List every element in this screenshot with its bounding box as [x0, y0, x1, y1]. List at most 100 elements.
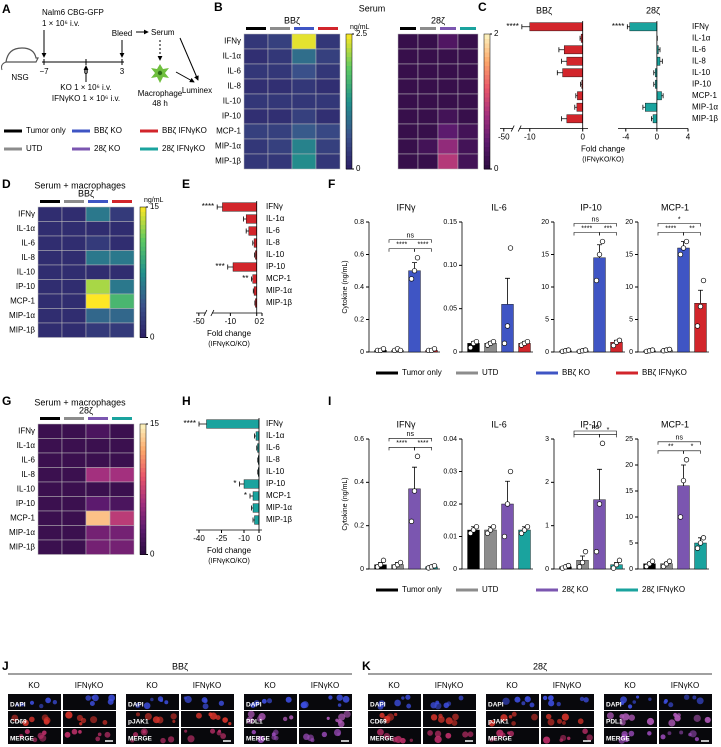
- column-label: KO: [264, 681, 276, 690]
- cell-signal: [85, 695, 91, 701]
- cell-signal: [203, 698, 208, 704]
- cell-signal: [170, 713, 177, 720]
- macrophage-nucleus: [157, 70, 163, 76]
- colorbar-step: [140, 320, 146, 325]
- cell-signal: [258, 713, 266, 721]
- row-label: MCP-1: [10, 513, 35, 522]
- data-point: [697, 303, 704, 310]
- colorbar-step: [140, 207, 146, 212]
- y-axis-label: Cytokine (ng/mL): [342, 477, 349, 530]
- significance-label: *: [233, 479, 236, 488]
- x-axis: [500, 125, 588, 132]
- bar: [206, 419, 260, 429]
- cell-signal: [130, 738, 135, 743]
- category-label: MIP-1β: [692, 114, 718, 123]
- row-label: IL-8: [227, 82, 241, 91]
- cell-signal: [338, 713, 346, 721]
- cell-signal: [548, 700, 555, 707]
- group-bar: [40, 200, 60, 203]
- category-label: IL-10: [266, 467, 285, 476]
- colorbar-step: [484, 151, 490, 156]
- error-bar: [256, 445, 258, 451]
- stain-label: MERGE: [606, 736, 631, 743]
- heat-cell: [37, 235, 63, 251]
- data-point: [582, 549, 589, 555]
- cell-signal: [437, 716, 445, 723]
- x-tick-label: -4: [622, 133, 630, 142]
- data-point: [487, 527, 494, 533]
- colorbar-step: [140, 311, 146, 317]
- colorbar-step: [140, 215, 146, 221]
- cell-signal: [337, 719, 342, 724]
- bar: [677, 247, 690, 353]
- y-tick-label: 15: [625, 488, 633, 495]
- bar: [243, 479, 260, 489]
- column-label: IFNγKO: [311, 681, 339, 690]
- serum-label: Serum: [151, 28, 175, 37]
- significance-bracket: [657, 223, 701, 227]
- error-bar: [580, 81, 582, 87]
- colorbar-step: [140, 484, 146, 490]
- data-point: [470, 527, 477, 533]
- significance-bracket: [573, 232, 600, 236]
- data-point: [565, 562, 572, 569]
- colorbar-step: [484, 92, 490, 98]
- heat-cell: [37, 423, 63, 439]
- group-bar: [40, 417, 60, 420]
- colorbar-step: [484, 115, 490, 120]
- data-point: [616, 337, 623, 343]
- y-tick-label: 15: [625, 251, 633, 258]
- column-label: KO: [388, 681, 400, 690]
- row-label: IP-10: [222, 112, 242, 121]
- colorbar-step: [140, 298, 146, 304]
- cell-signal: [689, 730, 697, 738]
- data-point: [377, 562, 384, 568]
- error-bar: [579, 35, 582, 41]
- colorbar-step: [346, 88, 352, 93]
- colorbar-step: [140, 307, 146, 312]
- heat-cell: [267, 48, 293, 65]
- error-bar: [561, 116, 567, 122]
- heat-cell: [417, 153, 439, 170]
- cell-signal: [679, 730, 684, 735]
- cell-signal: [683, 694, 690, 700]
- y-tick-label: 0.05: [443, 306, 457, 313]
- heat-cell: [61, 308, 87, 324]
- cell-signal: [692, 695, 697, 700]
- stain-label: DAPI: [246, 702, 262, 709]
- data-point: [507, 468, 514, 475]
- cell-signal: [377, 703, 384, 710]
- y-tick-label: 0.2: [354, 523, 364, 530]
- row-label: IL-10: [17, 484, 36, 493]
- y-tick-label: 20: [625, 219, 633, 226]
- category-label: IL-8: [692, 56, 706, 65]
- cell-signal: [462, 731, 469, 738]
- heat-cell: [243, 108, 269, 125]
- heat-cell: [61, 250, 87, 266]
- heat-cell: [61, 510, 87, 526]
- category-label: IFNγ: [266, 419, 283, 428]
- colorbar-step: [346, 146, 352, 152]
- bar: [645, 102, 658, 112]
- colorbar-step: [346, 164, 352, 170]
- colorbar-step: [140, 432, 146, 438]
- cell-signal: [401, 696, 405, 700]
- cell-signal: [704, 716, 711, 724]
- data-point: [473, 524, 480, 530]
- significance-label: ns: [592, 216, 600, 223]
- legend-label: 28ζ IFNγKO: [162, 144, 205, 153]
- chart-title: IFNγ: [397, 202, 416, 212]
- row-label: IL-6: [21, 238, 35, 247]
- colorbar-step: [140, 450, 146, 455]
- significance-label: ns: [407, 431, 415, 438]
- heat-cell: [457, 138, 479, 155]
- significance-label: ****: [418, 440, 429, 447]
- cell-signal: [696, 697, 704, 705]
- error-bar: [252, 288, 255, 294]
- significance-label: ****: [506, 22, 518, 31]
- colorbar-step: [484, 110, 490, 116]
- heat-cell: [61, 525, 87, 541]
- data-point: [565, 347, 572, 353]
- panel-label: J: [2, 659, 9, 673]
- data-point: [666, 346, 673, 353]
